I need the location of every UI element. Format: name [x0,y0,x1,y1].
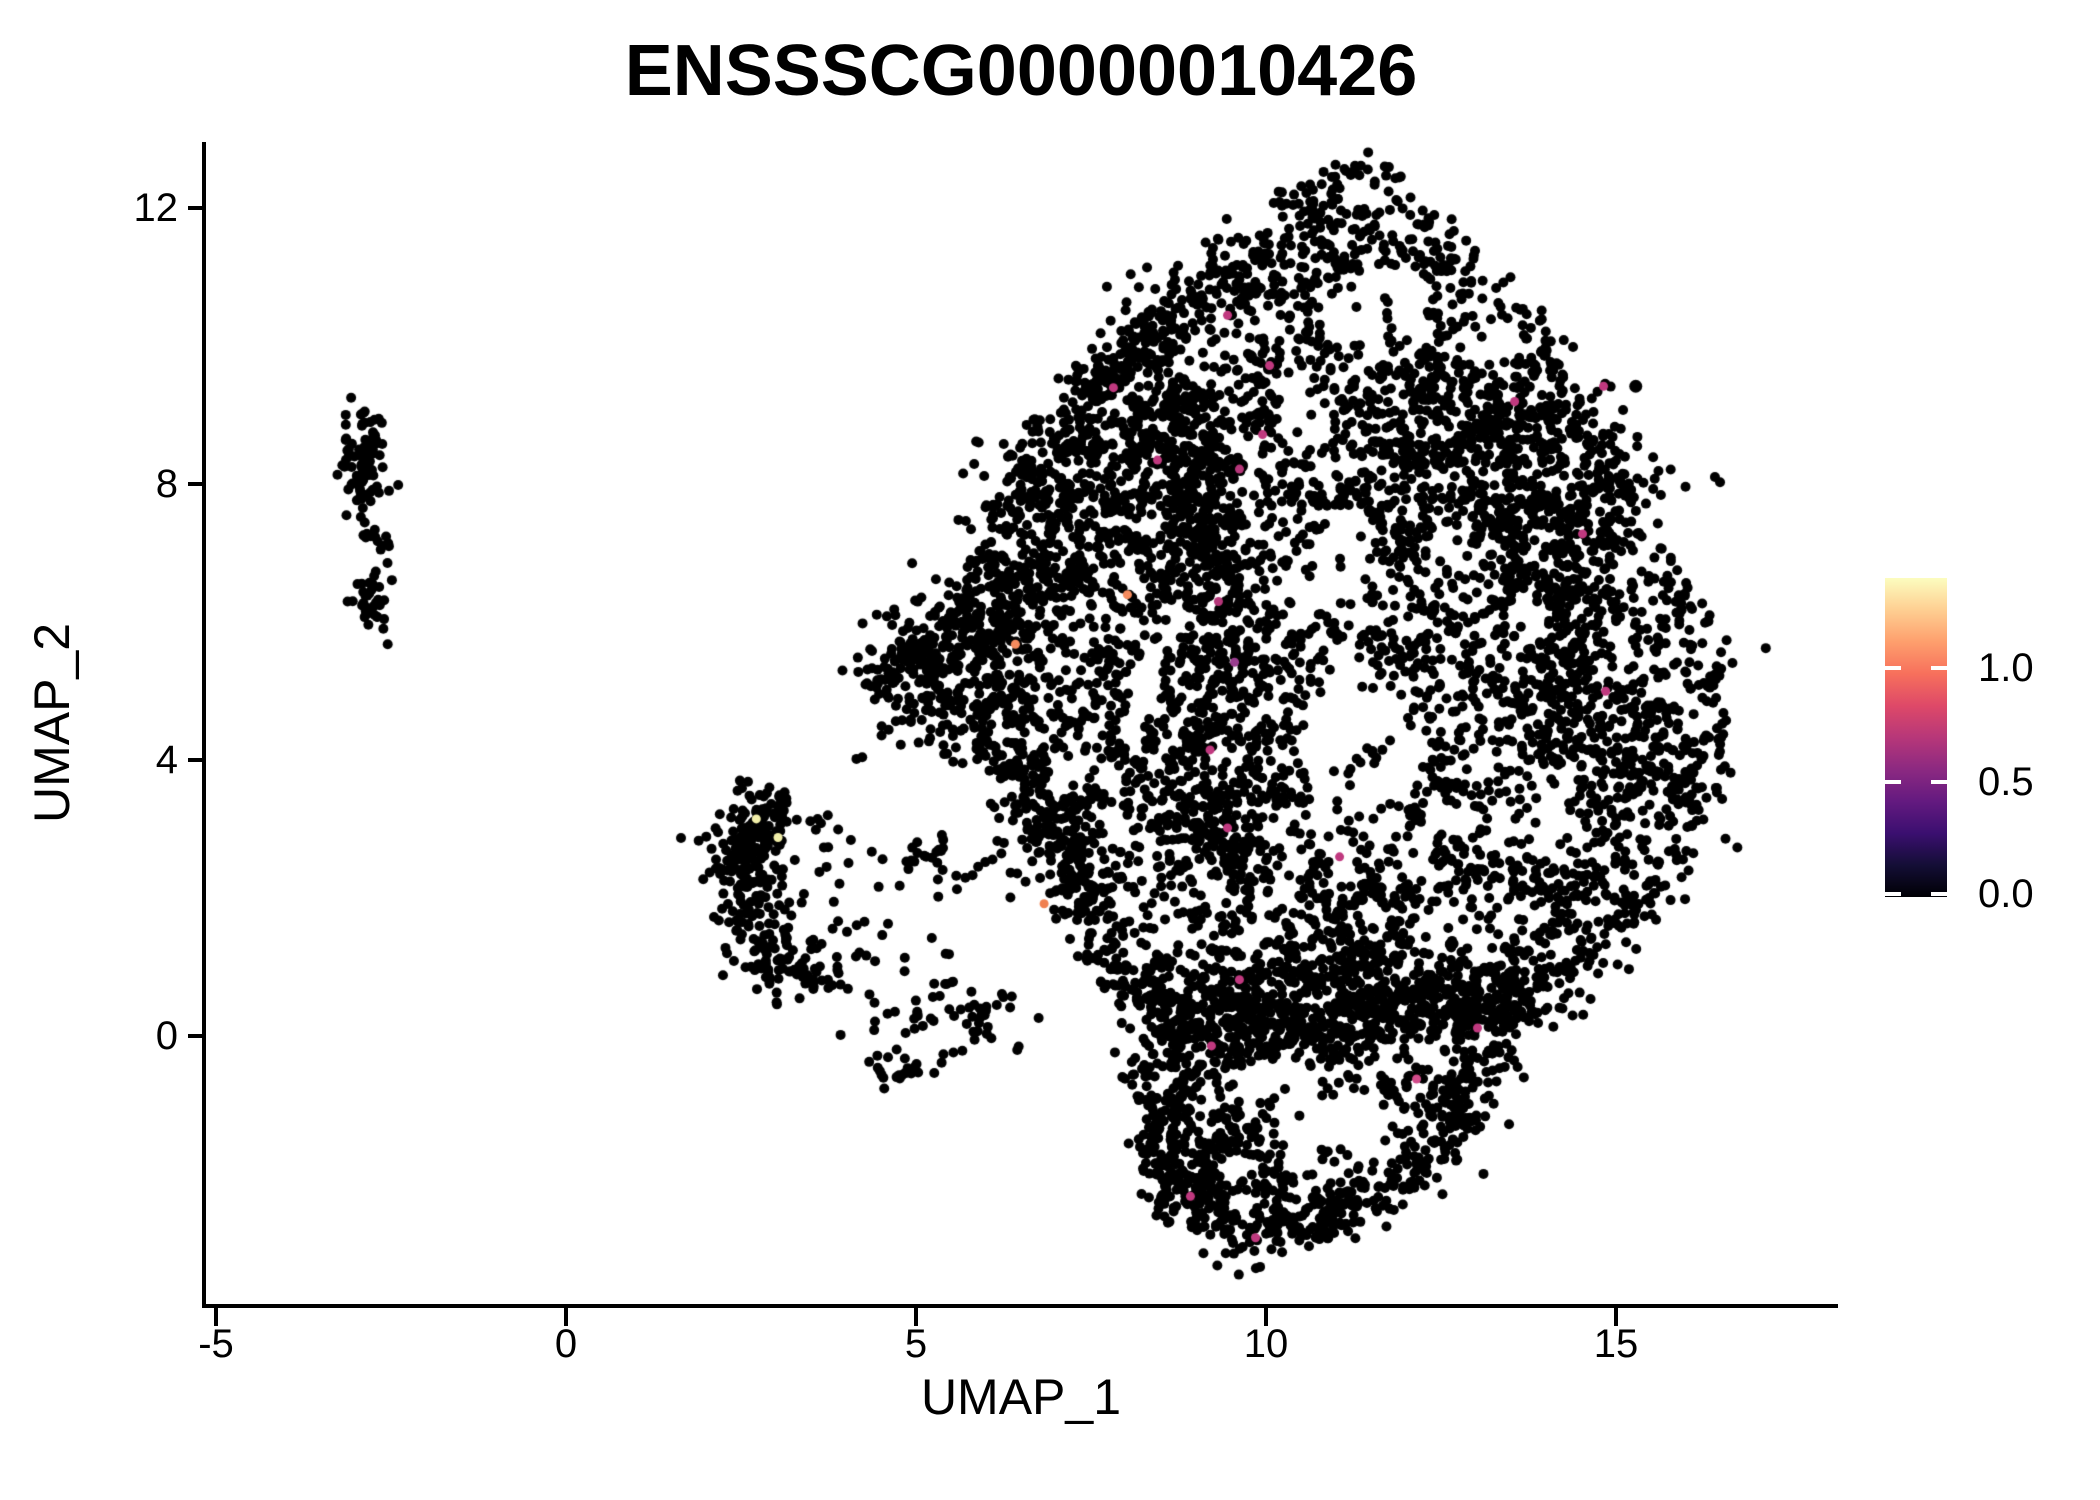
plot-title: ENSSSCG00000010426 [624,31,1418,111]
y-tick-mark [188,482,206,486]
colorbar-label: 0.5 [1978,760,2034,804]
y-tick-label: 0 [155,1014,178,1058]
colorbar-gradient [1885,578,1947,897]
x-tick-label: 5 [904,1322,928,1366]
colorbar-tick-mark [1885,780,1901,784]
y-tick-mark [188,1034,206,1038]
x-axis-title: UMAP_1 [920,1369,1122,1425]
x-tick-mark [214,1308,218,1326]
y-axis-title: UMAP_2 [24,622,80,824]
colorbar-label: 1.0 [1978,646,2034,690]
y-tick-label: 12 [133,186,179,230]
x-tick-label: 15 [1593,1322,1639,1366]
x-tick-mark [1264,1308,1268,1326]
colorbar-tick-mark [1885,666,1901,670]
y-tick-mark [188,758,206,762]
x-tick-label: 10 [1243,1322,1289,1366]
colorbar-tick-mark [1931,780,1947,784]
x-tick-mark [914,1308,918,1326]
colorbar-tick-mark [1931,666,1947,670]
x-tick-label: 0 [554,1322,578,1366]
x-tick-mark [1614,1308,1618,1326]
colorbar-tick-mark [1931,892,1947,896]
x-tick-label: -5 [198,1322,234,1366]
x-tick-mark [564,1308,568,1326]
x-axis-line [202,1304,1838,1308]
colorbar-tick-mark [1885,892,1901,896]
y-axis-line [202,142,206,1308]
y-tick-label: 4 [155,738,178,782]
colorbar-label: 0.0 [1978,872,2034,916]
y-tick-mark [188,206,206,210]
y-tick-label: 8 [155,462,178,506]
